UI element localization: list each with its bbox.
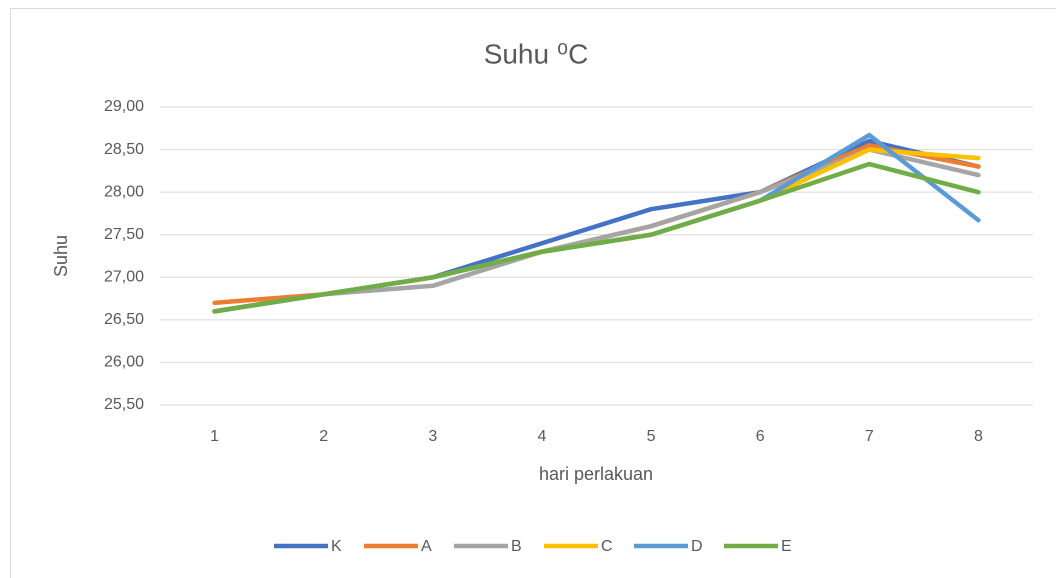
legend-label: D xyxy=(691,538,703,555)
legend-label: K xyxy=(331,538,342,555)
y-tick-label: 29,00 xyxy=(104,98,144,115)
x-tick-label: 6 xyxy=(756,428,765,445)
y-tick-label: 27,00 xyxy=(104,269,144,286)
y-tick-label: 26,50 xyxy=(104,311,144,328)
y-tick-label: 28,00 xyxy=(104,183,144,200)
x-tick-label: 3 xyxy=(428,428,437,445)
series-line xyxy=(212,161,981,314)
y-tick-label: 26,00 xyxy=(104,354,144,371)
y-tick-label: 25,50 xyxy=(104,396,144,413)
chart-title: Suhu ⁰C xyxy=(484,38,589,69)
x-tick-label: 8 xyxy=(974,428,983,445)
legend-label: E xyxy=(781,538,792,555)
x-tick-label: 1 xyxy=(210,428,219,445)
legend-label: A xyxy=(421,538,432,555)
x-tick-label: 7 xyxy=(865,428,874,445)
legend-label: B xyxy=(511,538,522,555)
y-tick-label: 27,50 xyxy=(104,226,144,243)
x-axis-title: hari perlakuan xyxy=(539,464,653,484)
legend-label: C xyxy=(601,538,613,555)
x-tick-label: 5 xyxy=(647,428,656,445)
y-axis-title: Suhu xyxy=(51,235,71,277)
y-tick-label: 28,50 xyxy=(104,141,144,158)
x-tick-label: 2 xyxy=(319,428,328,445)
chart-frame xyxy=(10,8,1056,578)
x-tick-label: 4 xyxy=(537,428,546,445)
